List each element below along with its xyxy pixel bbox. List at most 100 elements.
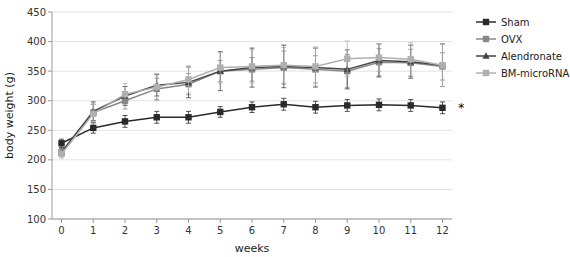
error-bar: [440, 44, 445, 87]
error-bar: [123, 84, 128, 105]
point: [248, 64, 255, 71]
legend-marker: [483, 70, 489, 76]
x-tick: [93, 219, 94, 223]
x-tick-label: 10: [373, 225, 386, 236]
error-bar: [376, 44, 381, 71]
error-bar: [218, 52, 223, 83]
error-bar: [250, 48, 255, 87]
x-tick: [156, 219, 157, 223]
y-tick: [48, 71, 52, 72]
point: [122, 118, 128, 124]
x-tick: [188, 219, 189, 223]
y-tick-label: 100: [27, 214, 46, 225]
point: [217, 109, 223, 115]
y-tick-label: 450: [27, 7, 46, 18]
error-bar: [313, 47, 318, 86]
y-tick: [48, 130, 52, 131]
chart: 1001502002503003504004500123456789101112…: [0, 0, 570, 257]
point: [344, 56, 350, 62]
error-bar: [250, 102, 255, 113]
grid-line: [52, 130, 452, 131]
error-bar: [91, 104, 96, 123]
error-bar: [440, 102, 445, 114]
y-tick: [48, 12, 52, 13]
error-bar: [376, 44, 381, 77]
point: [58, 151, 64, 157]
error-bar: [59, 150, 64, 158]
grid-line: [52, 189, 452, 190]
x-tick: [61, 219, 62, 223]
error-bar: [345, 100, 350, 112]
legend-marker: [482, 52, 489, 59]
point: [376, 102, 382, 108]
point: [90, 125, 96, 131]
legend-label: BM-microRNA: [501, 68, 570, 79]
y-tick: [48, 159, 52, 160]
series: [58, 44, 446, 156]
y-tick: [48, 219, 52, 220]
point: [408, 56, 414, 62]
point: [58, 140, 64, 146]
annotation: *: [458, 101, 464, 115]
x-tick-label: 3: [154, 225, 160, 236]
x-tick-label: 5: [217, 225, 223, 236]
point: [439, 62, 445, 68]
grid: [52, 12, 452, 219]
error-bar: [186, 66, 191, 93]
grid-line: [52, 159, 452, 160]
x-tick-label: 11: [404, 225, 417, 236]
legend-label: OVX: [501, 34, 523, 45]
legend: ShamOVXAlendronateBM-microRNA: [476, 17, 570, 79]
point: [122, 91, 128, 97]
x-tick: [283, 219, 284, 223]
point: [249, 104, 255, 110]
error-bar: [59, 139, 64, 147]
series: [58, 41, 445, 158]
point: [312, 64, 319, 71]
error-bar: [186, 111, 191, 123]
error-bar: [408, 43, 413, 76]
x-tick: [252, 219, 253, 223]
error-bar: [250, 50, 255, 83]
point: [281, 62, 287, 68]
y-tick-label: 150: [27, 184, 46, 195]
y-tick-label: 200: [27, 154, 46, 165]
y-tick-label: 400: [27, 36, 46, 47]
x-tick-label: 12: [436, 225, 449, 236]
axes: 1001502002503003504004500123456789101112: [27, 7, 452, 237]
error-bar: [154, 74, 159, 101]
error-bar: [281, 45, 286, 88]
plot-area: [58, 41, 446, 158]
error-bar: [154, 111, 159, 123]
error-bar: [91, 123, 96, 134]
x-tick-label: 2: [122, 225, 128, 236]
error-bar: [345, 41, 350, 76]
point: [217, 64, 223, 70]
y-tick-label: 350: [27, 66, 46, 77]
point: [439, 105, 445, 111]
y-tick-label: 300: [27, 95, 46, 106]
error-bar: [440, 44, 445, 87]
error-bar: [313, 101, 318, 113]
error-bar: [408, 100, 413, 112]
series: [58, 98, 445, 147]
point: [185, 76, 191, 82]
y-tick-label: 250: [27, 125, 46, 136]
grid-line: [52, 41, 452, 42]
grid-line: [52, 219, 452, 220]
x-tick: [347, 219, 348, 223]
x-axis-label: weeks: [235, 242, 270, 255]
series-line: [62, 104, 443, 143]
point: [185, 114, 191, 120]
point: [280, 63, 287, 70]
x-tick-label: 4: [185, 225, 191, 236]
x-tick: [125, 219, 126, 223]
x-tick: [410, 219, 411, 223]
point: [376, 54, 382, 60]
legend-marker: [483, 19, 489, 25]
grid-line: [52, 100, 452, 101]
error-bar: [123, 116, 128, 128]
series: [58, 49, 445, 157]
point: [90, 111, 96, 117]
point: [281, 101, 287, 107]
